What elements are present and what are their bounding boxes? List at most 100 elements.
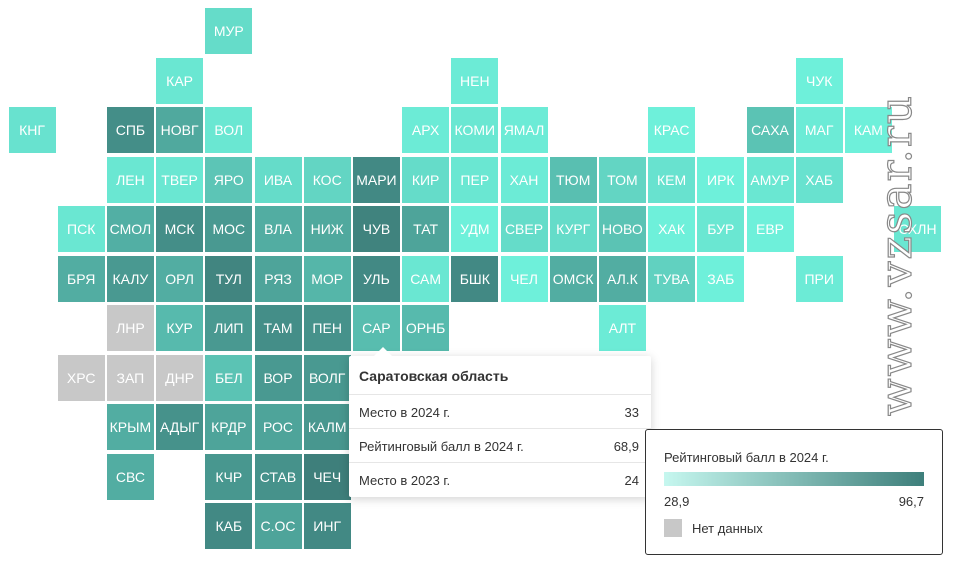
- region-tile[interactable]: МАРИ: [352, 156, 400, 203]
- region-tile[interactable]: ЛНР: [106, 305, 154, 351]
- region-tile[interactable]: ОМСК: [549, 255, 597, 302]
- region-tile[interactable]: НОВО: [598, 206, 646, 252]
- region-tile[interactable]: КАЛМ: [303, 404, 351, 450]
- region-tile[interactable]: КАР: [156, 57, 204, 104]
- region-tile[interactable]: САХА: [746, 107, 794, 153]
- region-tile[interactable]: АЛ.К: [598, 255, 646, 302]
- region-tile[interactable]: ЛЕН: [106, 156, 154, 203]
- region-tile[interactable]: УЛЬ: [352, 255, 400, 302]
- region-tile[interactable]: ЛИП: [205, 305, 253, 351]
- region-tile[interactable]: НЕН: [451, 57, 499, 104]
- tooltip-row-label: Рейтинговый балл в 2024 г.: [359, 439, 524, 454]
- region-tile[interactable]: ПРИ: [795, 255, 843, 302]
- region-tile[interactable]: ЧУВ: [352, 206, 400, 252]
- region-tile[interactable]: ДНР: [156, 354, 204, 401]
- region-tile[interactable]: ИНГ: [303, 503, 351, 549]
- region-tile[interactable]: ОРЛ: [156, 255, 204, 302]
- tooltip-arrow: [373, 347, 393, 357]
- region-tile[interactable]: САР: [350, 303, 402, 353]
- region-tile[interactable]: КОМИ: [451, 107, 499, 153]
- region-tile[interactable]: КУРГ: [549, 206, 597, 252]
- region-tile[interactable]: КАЛУ: [106, 255, 154, 302]
- tooltip-title: Саратовская область: [359, 368, 509, 384]
- region-tile[interactable]: КРАС: [648, 107, 696, 153]
- region-tile[interactable]: ТВЕР: [156, 156, 204, 203]
- region-tile[interactable]: ТУЛ: [205, 255, 253, 302]
- region-tile[interactable]: ТАТ: [402, 206, 450, 252]
- region-tooltip: Саратовская область Место в 2024 г. 33 Р…: [349, 347, 651, 497]
- region-tile[interactable]: АДЫГ: [156, 404, 204, 450]
- region-tile[interactable]: АЛТ: [598, 305, 646, 351]
- color-legend: Рейтинговый балл в 2024 г. 28,9 96,7 Нет…: [645, 429, 943, 555]
- region-tile[interactable]: ХАН: [500, 156, 548, 203]
- tooltip-row-value: 68,9: [613, 439, 639, 454]
- region-tile[interactable]: КЧР: [205, 453, 253, 500]
- region-tile[interactable]: БУР: [697, 206, 745, 252]
- region-tile[interactable]: ЯМАЛ: [500, 107, 548, 153]
- region-tile[interactable]: УДМ: [451, 206, 499, 252]
- region-tile[interactable]: ВОЛГ: [303, 354, 351, 401]
- tooltip-row-place-2024: Место в 2024 г. 33: [349, 394, 651, 429]
- region-tile[interactable]: ВОЛ: [205, 107, 253, 153]
- region-tile[interactable]: ТУВА: [648, 255, 696, 302]
- region-tile[interactable]: ПЕН: [303, 305, 351, 351]
- region-tile[interactable]: КРДР: [205, 404, 253, 450]
- region-tile[interactable]: ЗАБ: [697, 255, 745, 302]
- region-tile[interactable]: СПБ: [106, 107, 154, 153]
- tooltip-row-label: Место в 2024 г.: [359, 405, 451, 420]
- region-tile[interactable]: СТАВ: [254, 453, 302, 500]
- region-tile[interactable]: ХРС: [57, 354, 105, 401]
- region-tile[interactable]: РОС: [254, 404, 302, 450]
- region-tile[interactable]: КАМ: [844, 107, 892, 153]
- region-tile[interactable]: КИР: [402, 156, 450, 203]
- region-tile[interactable]: ХАБ: [795, 156, 843, 203]
- region-tile[interactable]: КОС: [303, 156, 351, 203]
- region-tile[interactable]: СХЛН: [894, 206, 942, 252]
- region-tile[interactable]: ЗАП: [106, 354, 154, 401]
- tooltip-row-place-2023: Место в 2023 г. 24: [349, 462, 651, 497]
- region-tile[interactable]: ТАМ: [254, 305, 302, 351]
- region-tile[interactable]: НОВГ: [156, 107, 204, 153]
- region-tile[interactable]: КНГ: [8, 107, 56, 153]
- region-tile[interactable]: СМОЛ: [106, 206, 154, 252]
- region-tile[interactable]: КУР: [156, 305, 204, 351]
- region-tile[interactable]: РЯЗ: [254, 255, 302, 302]
- region-tile[interactable]: БРЯ: [57, 255, 105, 302]
- region-tile[interactable]: ТЮМ: [549, 156, 597, 203]
- region-tile[interactable]: БЕЛ: [205, 354, 253, 401]
- region-tile[interactable]: ИРК: [697, 156, 745, 203]
- region-tile[interactable]: ИВА: [254, 156, 302, 203]
- region-tile[interactable]: МСК: [156, 206, 204, 252]
- region-tile[interactable]: МУР: [205, 8, 253, 54]
- region-tile[interactable]: БШК: [451, 255, 499, 302]
- region-tile[interactable]: КАБ: [205, 503, 253, 549]
- region-tile[interactable]: ПЕР: [451, 156, 499, 203]
- region-tile[interactable]: ЧЕЧ: [303, 453, 351, 500]
- region-tile[interactable]: СВС: [106, 453, 154, 500]
- region-tile[interactable]: ЯРО: [205, 156, 253, 203]
- region-tile[interactable]: САМ: [402, 255, 450, 302]
- region-tile[interactable]: АРХ: [402, 107, 450, 153]
- region-tile[interactable]: КЕМ: [648, 156, 696, 203]
- region-tile[interactable]: АМУР: [746, 156, 794, 203]
- region-tile[interactable]: НИЖ: [303, 206, 351, 252]
- region-tile[interactable]: ВЛА: [254, 206, 302, 252]
- region-tile[interactable]: КРЫМ: [106, 404, 154, 450]
- region-tile[interactable]: ВОР: [254, 354, 302, 401]
- region-tile[interactable]: С.ОС: [254, 503, 302, 549]
- region-tile[interactable]: МОР: [303, 255, 351, 302]
- region-tile[interactable]: ПСК: [57, 206, 105, 252]
- region-tile[interactable]: МОС: [205, 206, 253, 252]
- legend-no-data-swatch: [664, 519, 682, 537]
- region-tile[interactable]: ЧУК: [795, 57, 843, 104]
- region-tile[interactable]: ТОМ: [598, 156, 646, 203]
- region-tile[interactable]: ОРНБ: [402, 305, 450, 351]
- tooltip-row-label: Место в 2023 г.: [359, 473, 451, 488]
- region-tile[interactable]: СВЕР: [500, 206, 548, 252]
- region-tile[interactable]: МАГ: [795, 107, 843, 153]
- region-tile[interactable]: ЧЕЛ: [500, 255, 548, 302]
- tooltip-row-value: 24: [624, 473, 639, 488]
- region-tile[interactable]: ХАК: [648, 206, 696, 252]
- region-tile[interactable]: ЕВР: [746, 206, 794, 252]
